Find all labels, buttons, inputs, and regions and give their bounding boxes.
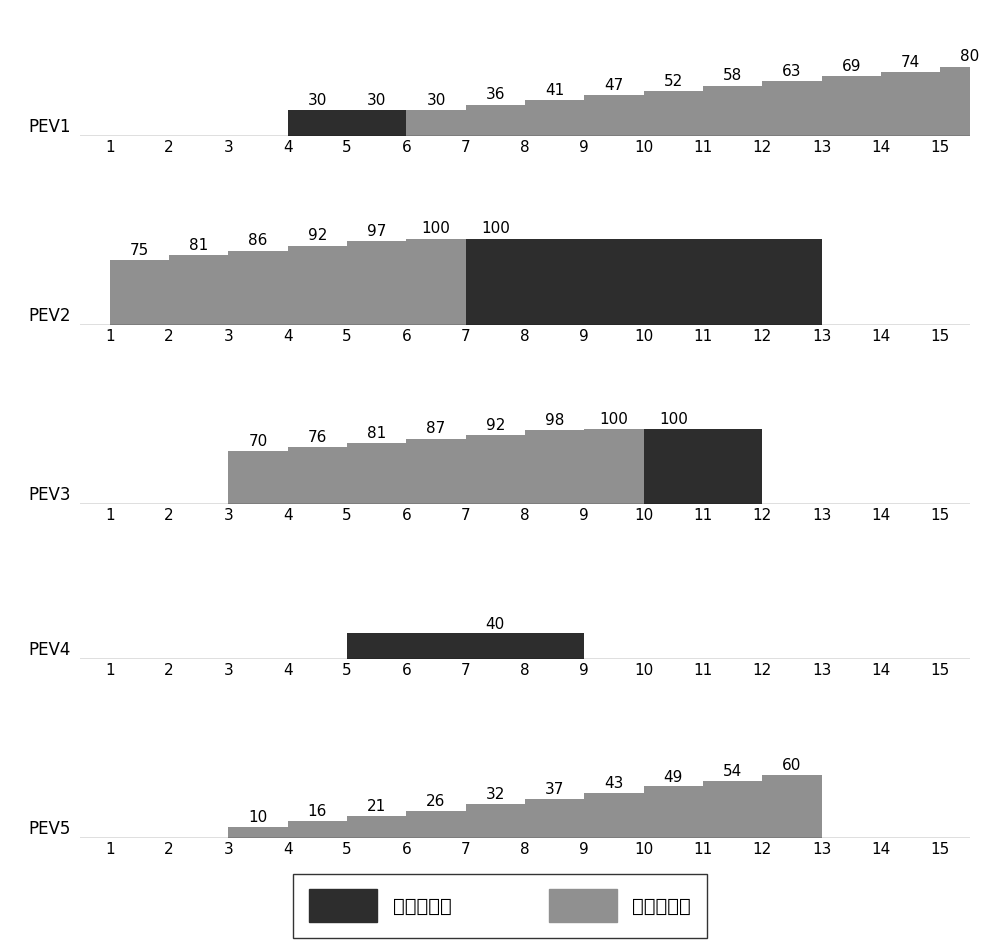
Bar xyxy=(644,786,703,838)
Bar xyxy=(288,446,347,504)
Text: 36: 36 xyxy=(486,88,505,103)
Bar xyxy=(288,821,347,838)
Text: 40: 40 xyxy=(486,617,505,632)
Bar xyxy=(466,804,525,838)
Text: 30: 30 xyxy=(426,92,446,108)
Bar xyxy=(228,251,288,325)
Text: 80: 80 xyxy=(960,50,980,65)
Bar xyxy=(406,810,466,838)
Text: 100: 100 xyxy=(600,411,628,426)
Text: 69: 69 xyxy=(842,59,861,74)
Text: 37: 37 xyxy=(545,783,564,797)
Bar xyxy=(466,435,525,504)
Text: 86: 86 xyxy=(248,233,268,248)
Bar xyxy=(584,793,644,838)
Bar xyxy=(584,95,644,135)
Text: 92: 92 xyxy=(486,418,505,432)
Text: 70: 70 xyxy=(248,434,268,449)
Text: 43: 43 xyxy=(604,776,624,791)
Bar xyxy=(466,239,822,325)
Text: 54: 54 xyxy=(723,764,742,780)
Bar xyxy=(406,109,466,135)
Text: 97: 97 xyxy=(367,224,386,239)
Text: 52: 52 xyxy=(664,73,683,89)
Text: PEV1: PEV1 xyxy=(29,118,71,135)
Bar xyxy=(584,428,644,504)
Text: PEV5: PEV5 xyxy=(29,820,71,838)
Bar xyxy=(644,90,703,135)
Text: 49: 49 xyxy=(664,769,683,784)
Bar xyxy=(822,76,881,135)
Text: 76: 76 xyxy=(308,429,327,445)
Text: 26: 26 xyxy=(426,794,446,808)
Bar xyxy=(881,71,940,135)
Bar xyxy=(525,100,584,135)
Bar xyxy=(703,782,762,838)
Bar xyxy=(525,430,584,504)
Text: 16: 16 xyxy=(308,804,327,819)
Bar xyxy=(406,239,466,325)
Bar xyxy=(169,255,228,325)
Text: 32: 32 xyxy=(486,787,505,803)
Bar xyxy=(228,827,288,838)
Text: 58: 58 xyxy=(723,69,742,84)
Text: 10: 10 xyxy=(248,810,268,825)
Text: 30: 30 xyxy=(308,92,327,108)
Text: 92: 92 xyxy=(308,228,327,243)
Bar xyxy=(644,428,762,504)
Bar xyxy=(288,246,347,325)
Bar xyxy=(762,775,822,838)
Bar xyxy=(525,799,584,838)
Bar xyxy=(347,242,406,325)
Text: 63: 63 xyxy=(782,64,802,79)
Text: 21: 21 xyxy=(367,799,386,814)
Bar xyxy=(347,443,406,504)
Bar xyxy=(762,81,822,135)
Text: 100: 100 xyxy=(659,411,688,426)
Text: 60: 60 xyxy=(782,758,802,773)
Text: 87: 87 xyxy=(426,422,446,436)
Text: PEV4: PEV4 xyxy=(29,641,71,659)
Text: 41: 41 xyxy=(545,83,564,98)
Bar xyxy=(466,105,525,135)
Text: 30: 30 xyxy=(367,92,386,108)
Text: 47: 47 xyxy=(604,78,624,93)
Text: 100: 100 xyxy=(481,221,510,236)
Bar xyxy=(347,816,406,838)
Text: 81: 81 xyxy=(189,238,208,252)
Text: 100: 100 xyxy=(422,221,450,236)
Text: PEV2: PEV2 xyxy=(29,307,71,325)
Text: 81: 81 xyxy=(367,426,386,441)
Bar xyxy=(228,451,288,504)
Bar xyxy=(940,67,1000,135)
Bar xyxy=(703,86,762,135)
Bar xyxy=(110,260,169,325)
Bar xyxy=(347,632,584,659)
Bar xyxy=(406,439,466,504)
Text: 98: 98 xyxy=(545,413,564,428)
Text: 74: 74 xyxy=(901,54,920,69)
Bar xyxy=(288,109,406,135)
Text: 75: 75 xyxy=(130,243,149,258)
Legend: 插入未充电, 插入在充电: 插入未充电, 插入在充电 xyxy=(293,874,707,938)
Text: PEV3: PEV3 xyxy=(29,486,71,504)
